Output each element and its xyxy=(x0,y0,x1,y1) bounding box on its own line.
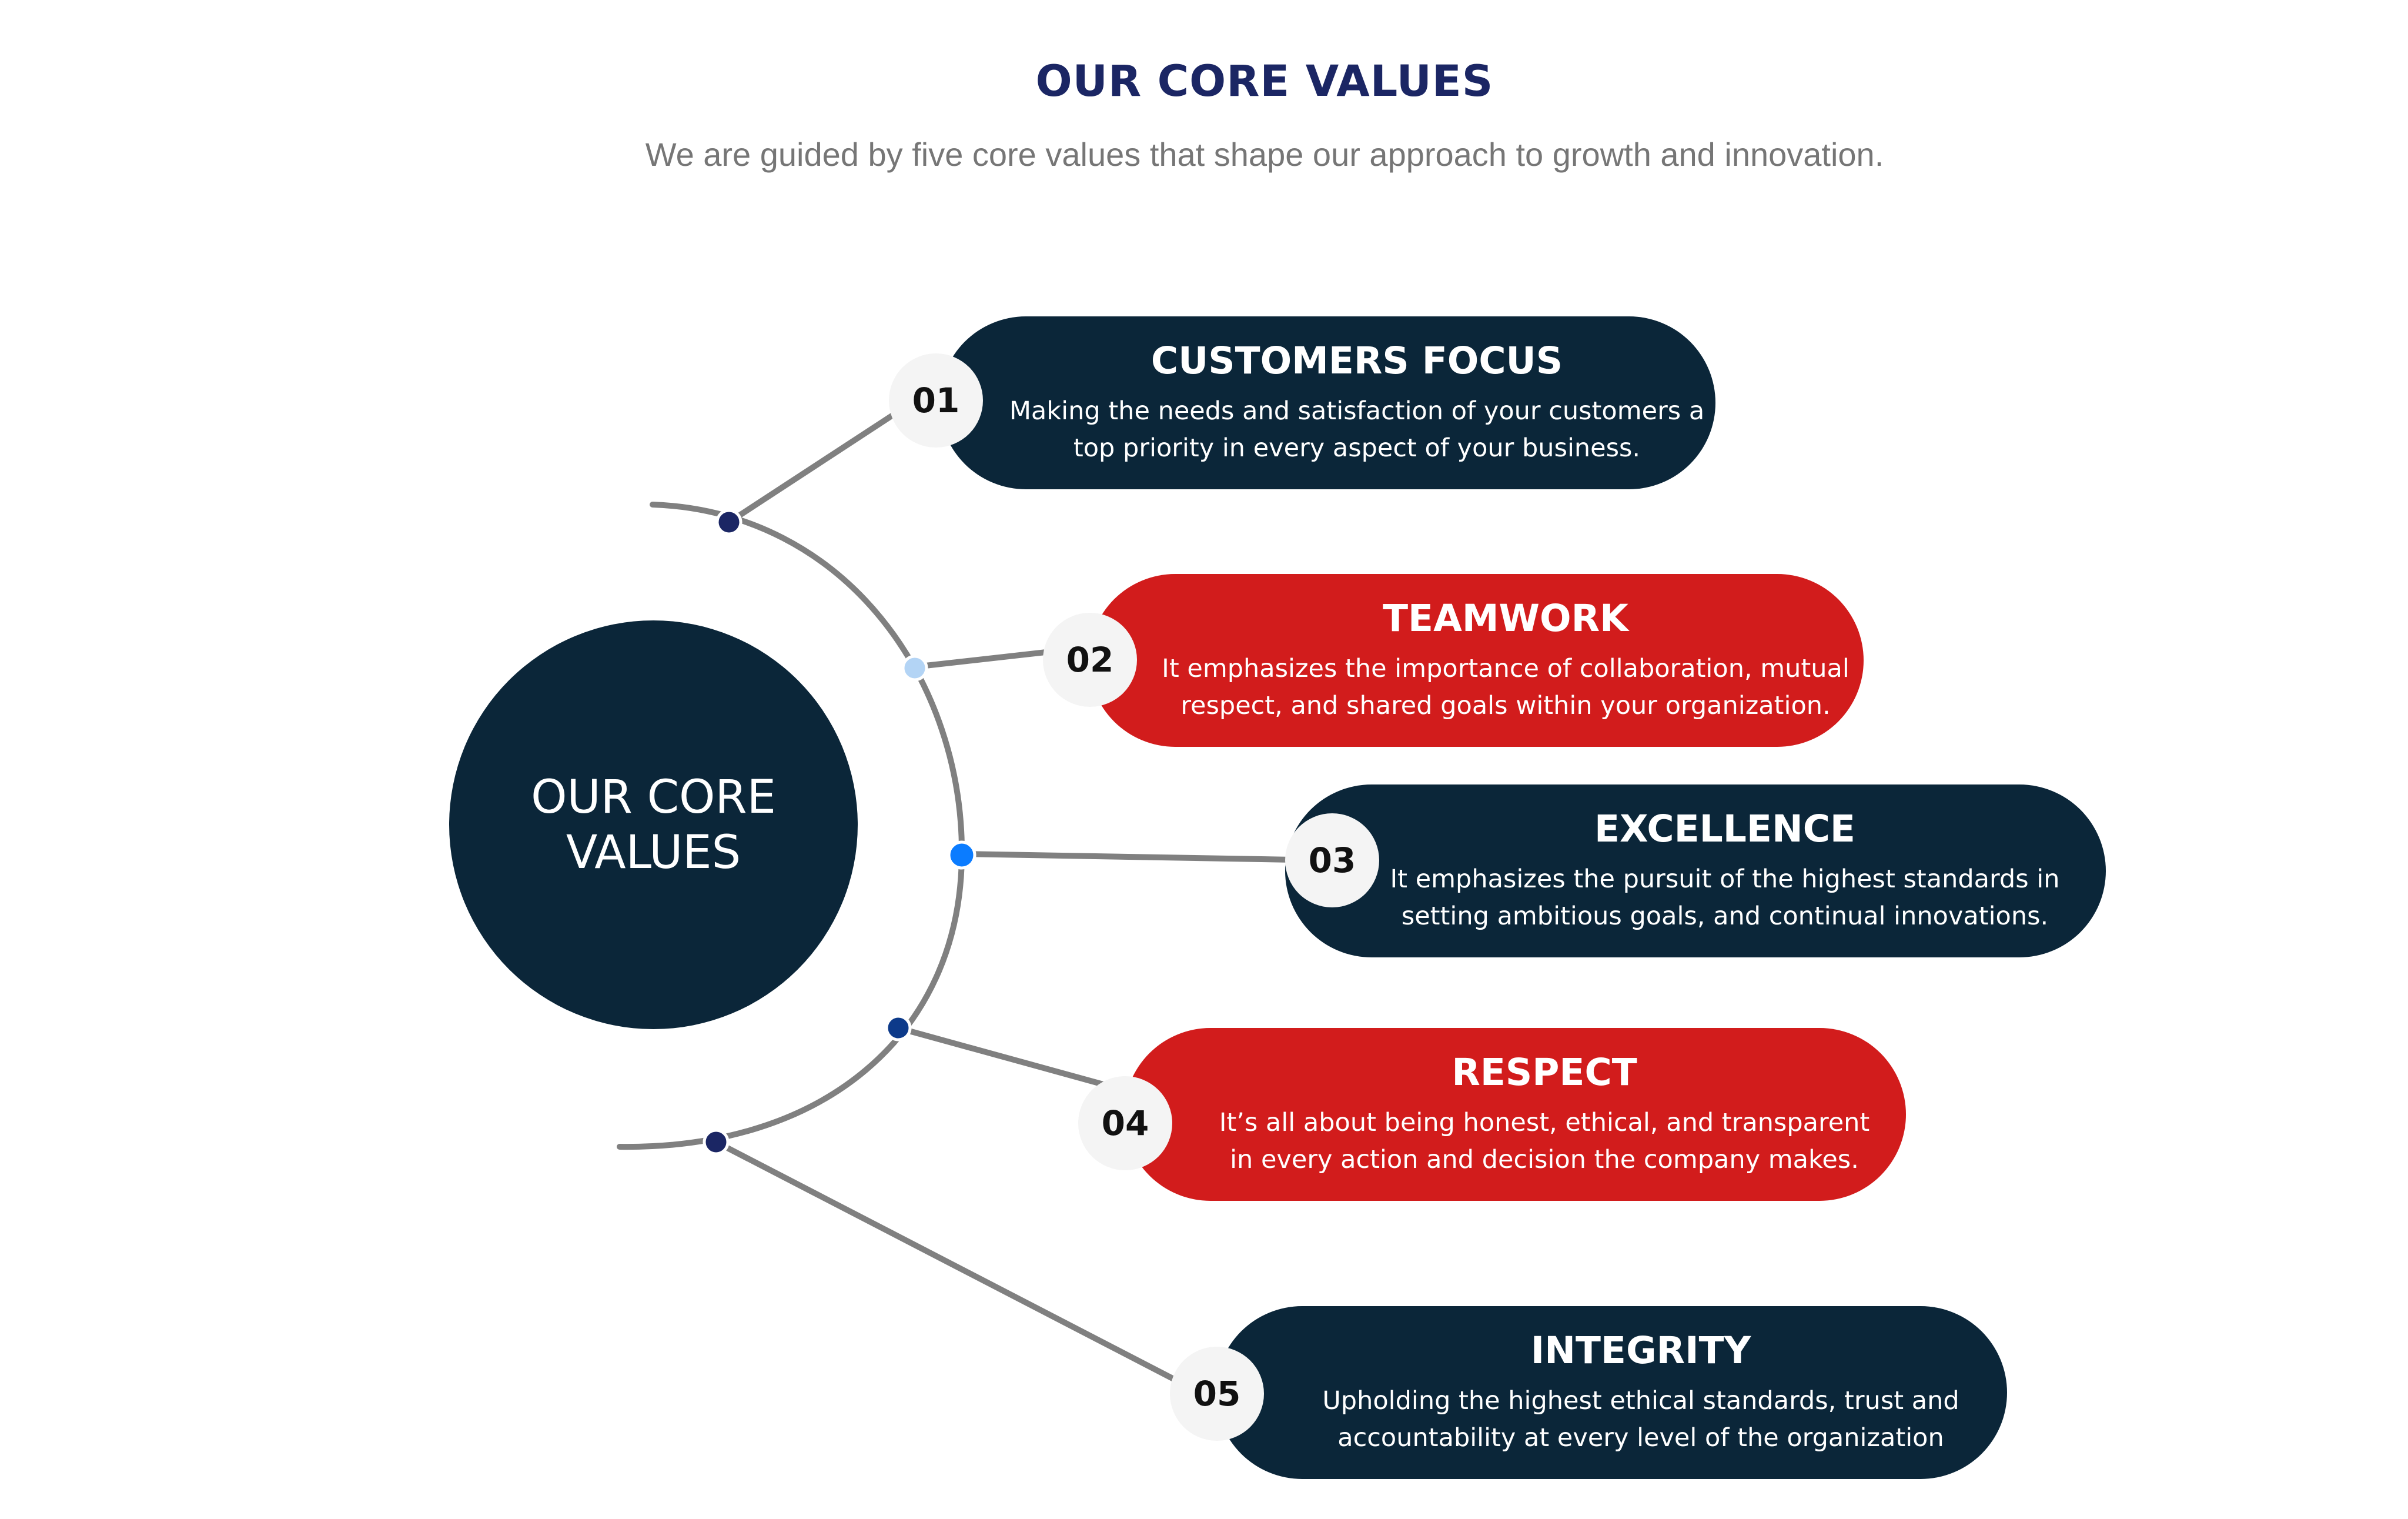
value-card-customers-focus: CUSTOMERS FOCUS Making the needs and sat… xyxy=(939,316,1715,489)
value-description-line: top priority in every aspect of your bus… xyxy=(1073,433,1641,463)
connector-line-04 xyxy=(897,1025,1109,1089)
value-card-respect: RESPECT It’s all about being honest, eth… xyxy=(1124,1028,1906,1201)
value-description-line: accountability at every level of the org… xyxy=(1337,1423,1944,1453)
connector-node-03 xyxy=(947,840,976,870)
center-circle: OUR CORE VALUES xyxy=(449,620,858,1029)
value-description: It emphasizes the pursuit of the highest… xyxy=(1285,861,2106,935)
connector-line-01 xyxy=(727,412,895,525)
value-title: RESPECT xyxy=(1452,1051,1637,1094)
connector-node-01 xyxy=(715,509,743,536)
value-title: CUSTOMERS FOCUS xyxy=(1151,339,1563,382)
value-description-line: in every action and decision the company… xyxy=(1230,1145,1859,1174)
value-card-excellence: EXCELLENCE It emphasizes the pursuit of … xyxy=(1285,784,2106,957)
connector-node-02 xyxy=(901,655,928,682)
value-title: INTEGRITY xyxy=(1530,1329,1751,1372)
page-title: OUR CORE VALUES xyxy=(1035,56,1494,106)
value-description-line: setting ambitious goals, and continual i… xyxy=(1401,902,2049,931)
value-description-line: It’s all about being honest, ethical, an… xyxy=(1219,1108,1870,1137)
connector-line-05 xyxy=(714,1139,1183,1386)
value-description-line: It emphasizes the importance of collabor… xyxy=(1162,654,1850,683)
value-description: Upholding the highest ethical standards,… xyxy=(1216,1383,2007,1457)
value-card-integrity: INTEGRITY Upholding the highest ethical … xyxy=(1216,1306,2007,1479)
connector-node-04 xyxy=(885,1014,912,1041)
value-title: EXCELLENCE xyxy=(1594,807,1855,850)
value-number-badge: 05 xyxy=(1170,1347,1264,1441)
connector-line-03 xyxy=(961,851,1294,863)
connector-node-05 xyxy=(703,1129,730,1156)
value-card-teamwork: TEAMWORK It emphasizes the importance of… xyxy=(1089,574,1864,747)
value-description: It emphasizes the importance of collabor… xyxy=(1089,650,1864,725)
connector-line-02 xyxy=(914,649,1052,670)
value-number-badge: 03 xyxy=(1285,813,1379,907)
value-description-line: It emphasizes the pursuit of the highest… xyxy=(1390,864,2060,894)
value-title: TEAMWORK xyxy=(1383,597,1628,640)
center-label: OUR CORE VALUES xyxy=(531,770,776,879)
value-description: It’s all about being honest, ethical, an… xyxy=(1124,1104,1906,1179)
value-number-badge: 04 xyxy=(1078,1076,1172,1170)
value-number-badge: 02 xyxy=(1043,613,1137,707)
value-description-line: Making the needs and satisfaction of you… xyxy=(1009,396,1705,426)
value-description: Making the needs and satisfaction of you… xyxy=(939,393,1715,467)
value-number-badge: 01 xyxy=(889,353,983,448)
value-description-line: respect, and shared goals within your or… xyxy=(1180,691,1831,720)
page-subtitle: We are guided by five core values that s… xyxy=(645,136,1884,173)
value-description-line: Upholding the highest ethical standards,… xyxy=(1322,1386,1959,1415)
